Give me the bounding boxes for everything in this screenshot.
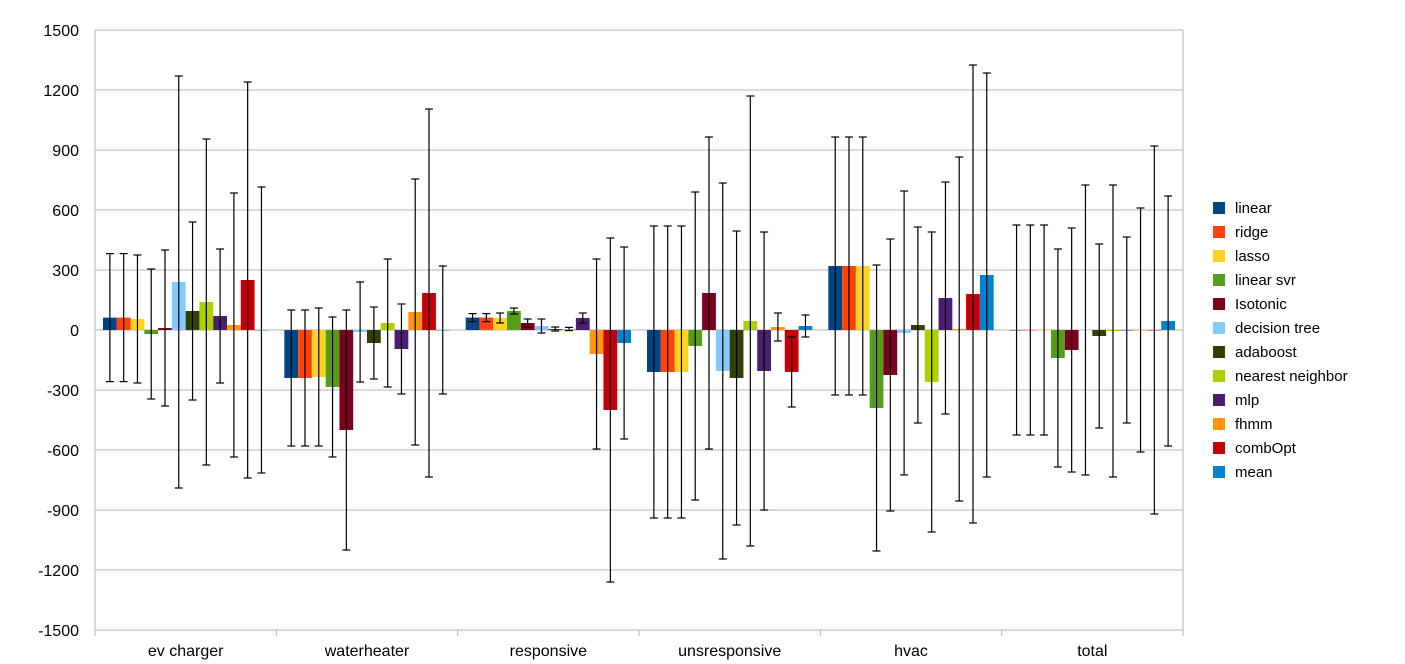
legend-label: Isotonic xyxy=(1235,296,1287,313)
legend-swatch xyxy=(1213,322,1225,334)
x-category-label: waterheater xyxy=(324,643,410,660)
y-tick-label: -1200 xyxy=(38,563,79,580)
bar xyxy=(507,311,521,330)
y-tick-label: 1200 xyxy=(43,83,79,100)
y-tick-label: 0 xyxy=(70,323,79,340)
bar xyxy=(479,317,494,330)
bar xyxy=(575,318,590,330)
legend-swatch xyxy=(1213,274,1225,286)
legend-label: linear xyxy=(1235,200,1272,217)
y-tick-label: -1500 xyxy=(38,623,79,640)
legend-label: mean xyxy=(1235,464,1273,481)
y-tick-label: -600 xyxy=(47,443,79,460)
legend-swatch xyxy=(1213,442,1225,454)
legend-swatch xyxy=(1213,202,1225,214)
y-tick-label: 900 xyxy=(52,143,79,160)
legend-swatch xyxy=(1213,418,1225,430)
x-category-label: total xyxy=(1077,643,1107,660)
legend: linear ridge lasso linear svr Isotonic decisi… xyxy=(1213,200,1348,481)
legend-label: lasso xyxy=(1235,248,1270,265)
x-category-label: hvac xyxy=(894,643,928,660)
bar xyxy=(493,318,507,330)
legend-swatch xyxy=(1213,298,1225,310)
gridlines xyxy=(95,29,1183,631)
legend-swatch xyxy=(1213,394,1225,406)
legend-swatch xyxy=(1213,250,1225,262)
legend-label: nearest neighbor xyxy=(1235,368,1348,385)
y-tick-label: 1500 xyxy=(43,23,79,40)
x-category-label: ev charger xyxy=(148,643,224,660)
legend-label: combOpt xyxy=(1235,440,1297,457)
legend-label: linear svr xyxy=(1235,272,1296,289)
legend-swatch xyxy=(1213,226,1225,238)
bars xyxy=(103,266,1175,430)
legend-label: decision tree xyxy=(1235,320,1320,337)
legend-swatch xyxy=(1213,466,1225,478)
y-tick-label: -300 xyxy=(47,383,79,400)
legend-label: mlp xyxy=(1235,392,1259,409)
legend-label: ridge xyxy=(1235,224,1268,241)
y-tick-label: 300 xyxy=(52,263,79,280)
y-tick-label: -900 xyxy=(47,503,79,520)
legend-label: adaboost xyxy=(1235,344,1298,361)
x-category-label: unsresponsive xyxy=(678,643,781,660)
error-bars xyxy=(105,64,1173,583)
bar xyxy=(465,317,480,330)
axes: -1500 -1200 -900 -600 -300 0 300 600 900 1200 1500… xyxy=(38,23,1184,660)
legend-swatch xyxy=(1213,370,1225,382)
x-category-label: responsive xyxy=(510,643,587,660)
legend-swatch xyxy=(1213,346,1225,358)
legend-label: fhmm xyxy=(1235,416,1273,433)
y-tick-label: 600 xyxy=(52,203,79,220)
